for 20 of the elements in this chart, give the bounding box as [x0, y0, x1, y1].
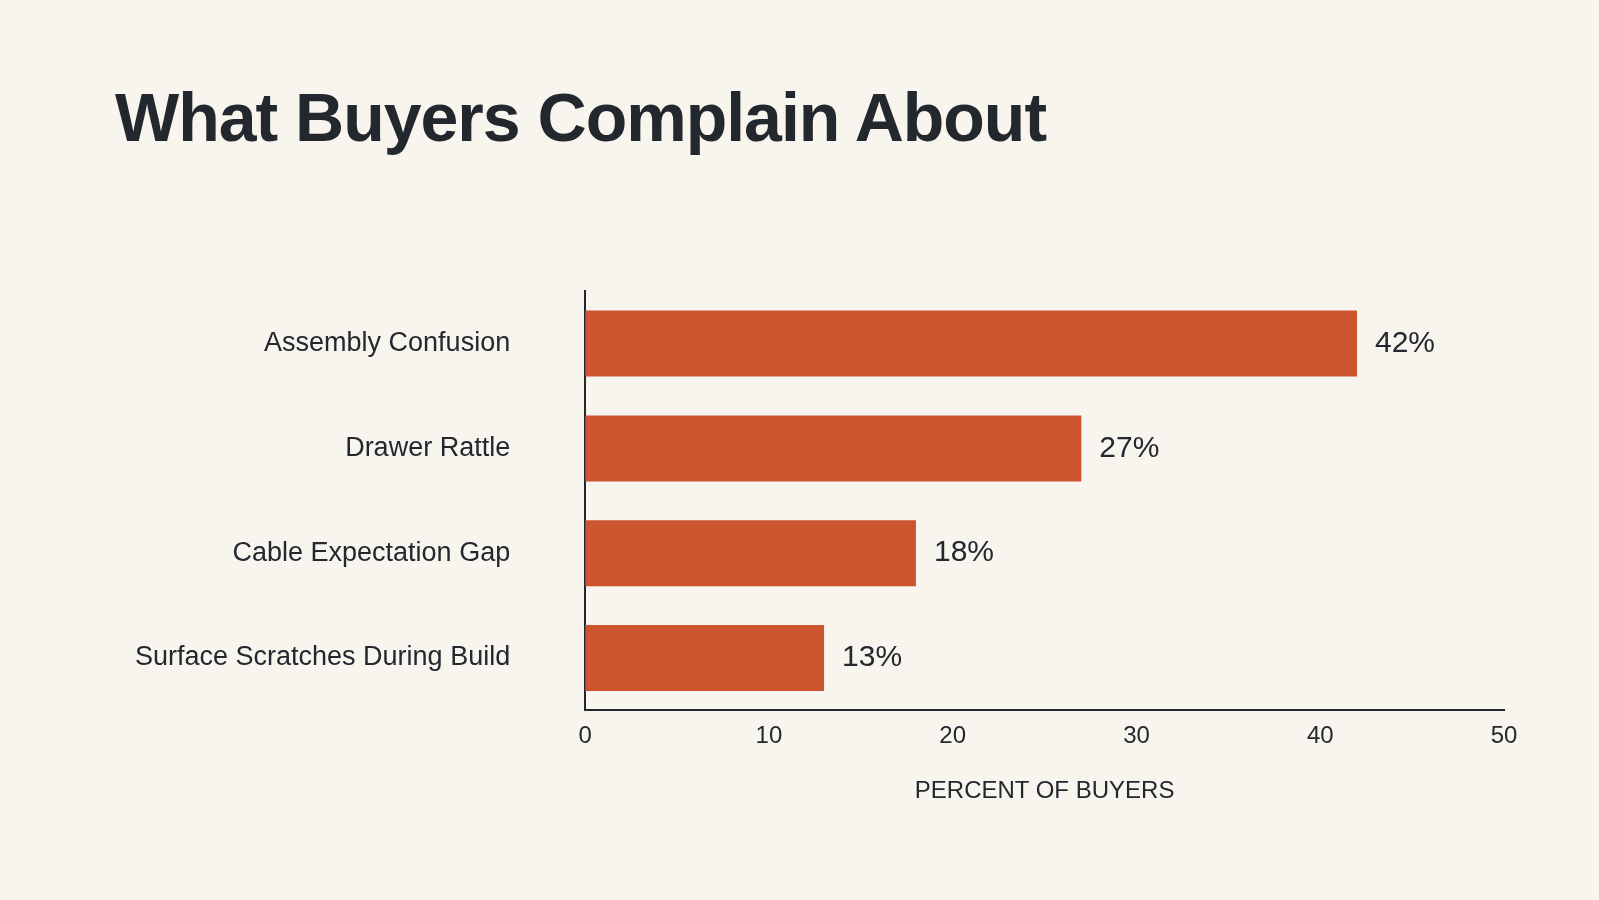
y-tick-label: Assembly Confusion — [264, 327, 511, 358]
data-label: 42% — [1374, 324, 1436, 358]
y-tick-label: Cable Expectation Gap — [232, 536, 511, 567]
chart-title: What Buyers Complain About — [115, 78, 1047, 156]
x-axis-title: PERCENT OF BUYERS — [914, 776, 1175, 804]
data-label: 13% — [842, 639, 903, 673]
data-label: 27% — [1099, 429, 1160, 463]
y-tick-label: Surface Scratches During Build — [134, 641, 511, 672]
x-tick-label: 30 — [1123, 721, 1150, 749]
x-tick-label: 20 — [939, 721, 967, 749]
bar — [585, 310, 1357, 377]
x-tick-label: 50 — [1490, 721, 1518, 749]
x-tick-label: 0 — [578, 721, 592, 749]
data-label: 18% — [933, 534, 994, 568]
x-tick-label: 10 — [755, 721, 783, 749]
y-tick-label: Drawer Rattle — [345, 431, 511, 462]
bar — [585, 415, 1082, 482]
bar — [585, 520, 916, 587]
bar — [585, 624, 825, 692]
x-tick-label: 40 — [1306, 721, 1334, 749]
